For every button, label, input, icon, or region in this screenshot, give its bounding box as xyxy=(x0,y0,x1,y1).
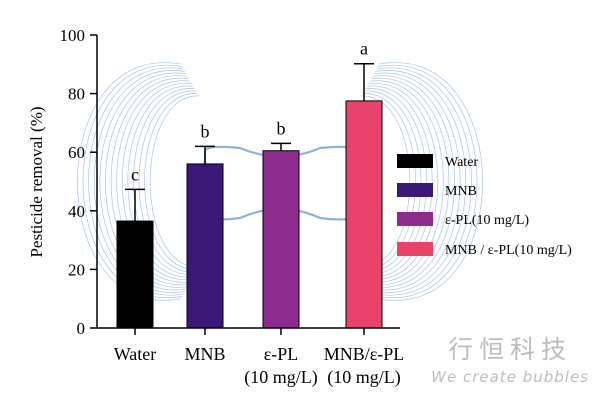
field-line-right xyxy=(377,64,478,299)
bars-group: c b b a xyxy=(116,39,383,329)
watermark-en: We create bubbles xyxy=(431,368,589,386)
bar-3 xyxy=(345,100,383,329)
legend-label-3: MNB / ε-PL(10 mg/L) xyxy=(445,243,572,258)
x-tick-label: MNB xyxy=(184,344,225,364)
legend-swatch-1 xyxy=(397,183,433,197)
bar-2 xyxy=(262,150,300,329)
legend-swatch-2 xyxy=(397,212,433,226)
y-tick-label: 40 xyxy=(68,202,85,221)
y-axis-title: Pesticide removal (%) xyxy=(27,106,46,257)
bar-1 xyxy=(186,163,224,329)
watermark: 行恒科技 We create bubbles xyxy=(431,330,589,386)
y-tick-label: 80 xyxy=(68,85,85,104)
field-line-right xyxy=(376,67,472,296)
legend-swatch-3 xyxy=(397,242,433,256)
legend: Water MNB ε-PL(10 mg/L) MNB / ε-PL(10 mg/L) xyxy=(397,154,572,258)
field-line-right xyxy=(379,62,483,301)
x-tick-label: (10 mg/L) xyxy=(327,367,401,388)
bar-0 xyxy=(116,220,154,329)
field-line-right xyxy=(370,78,450,285)
field-line-right xyxy=(372,75,455,288)
significance-label-2: b xyxy=(277,118,286,138)
x-tick-label: Water xyxy=(114,344,157,364)
x-tick-label: MNB/ε-PL xyxy=(324,344,405,364)
legend-label-2: ε-PL(10 mg/L) xyxy=(445,213,529,228)
significance-label-1: b xyxy=(201,121,210,141)
watermark-cn: 行恒科技 xyxy=(448,335,573,364)
x-tick-label: ε-PL xyxy=(264,344,299,364)
y-tick-label: 0 xyxy=(77,319,86,338)
x-tick-label: (10 mg/L) xyxy=(244,367,318,388)
legend-label-1: MNB xyxy=(445,184,477,199)
legend-label-0: Water xyxy=(445,155,478,170)
field-line-right xyxy=(375,70,466,293)
significance-label-3: a xyxy=(360,39,368,59)
y-tick-label: 100 xyxy=(60,26,86,45)
y-tick-label: 60 xyxy=(68,143,85,162)
y-tick-label: 20 xyxy=(68,260,85,279)
significance-label-0: c xyxy=(131,164,139,184)
legend-swatch-0 xyxy=(397,154,433,168)
field-line-right xyxy=(373,72,461,291)
axes-group: 0 20 40 60 80 100 Water MNB ε-PL (10 mg/L) MNB/ε-P… xyxy=(60,26,405,388)
